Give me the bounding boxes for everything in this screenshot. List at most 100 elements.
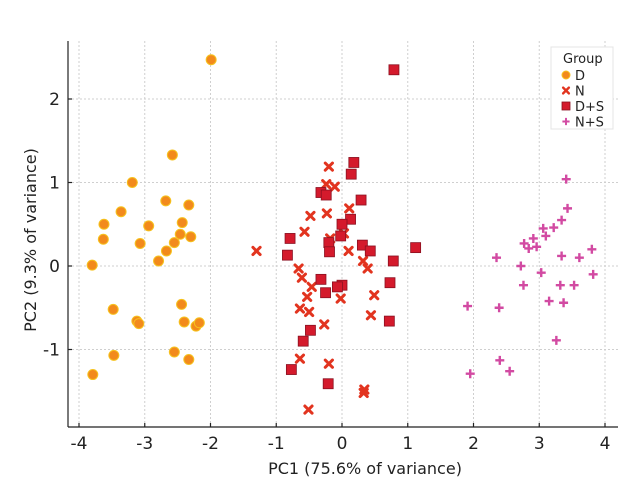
data-point	[87, 369, 99, 381]
data-point	[410, 242, 422, 254]
data-point	[494, 303, 504, 313]
data-point	[335, 293, 346, 304]
data-point	[126, 177, 138, 188]
x-tick-label: -3	[136, 434, 153, 454]
data-point	[505, 366, 515, 376]
series-n-plus-s	[463, 174, 598, 379]
x-tick-label: -4	[71, 434, 88, 454]
data-point	[299, 226, 310, 237]
y-axis-title: PC2 (9.3% of variance)	[21, 148, 40, 332]
data-point	[516, 261, 526, 271]
y-tick-label: 0	[49, 257, 60, 277]
data-point	[321, 208, 332, 219]
x-axis-title: PC1 (75.6% of variance)	[268, 459, 462, 478]
x-tick-label: 2	[468, 434, 479, 454]
data-point	[335, 230, 347, 242]
data-point	[302, 291, 313, 302]
data-point	[492, 253, 502, 263]
data-point	[383, 315, 395, 327]
data-point	[86, 259, 98, 271]
data-point	[322, 378, 334, 390]
data-point	[519, 238, 529, 248]
data-point	[518, 280, 528, 290]
data-point	[551, 335, 561, 345]
data-point	[294, 303, 306, 314]
data-point	[320, 189, 332, 201]
data-point	[305, 324, 316, 336]
x-tick-label: -2	[202, 434, 219, 454]
data-point	[388, 64, 400, 76]
data-point	[356, 239, 368, 251]
data-point	[306, 281, 317, 292]
x-tick-label: 0	[337, 434, 348, 454]
x-axis-ticks: -4 -3 -2 -1 0 1 2 3 4	[71, 423, 611, 454]
data-point	[549, 223, 559, 233]
data-point	[285, 364, 297, 375]
data-point	[559, 298, 569, 308]
x-tick-label: 4	[600, 434, 611, 454]
data-point	[528, 233, 538, 243]
data-point	[205, 54, 217, 66]
data-point	[563, 203, 573, 213]
data-point	[323, 161, 334, 172]
data-point	[319, 319, 330, 330]
data-point	[532, 242, 542, 252]
data-point	[345, 168, 357, 180]
data-point	[323, 237, 335, 249]
data-point	[284, 233, 296, 244]
legend-item: D	[561, 69, 585, 84]
data-point	[115, 206, 127, 218]
data-point	[387, 255, 399, 267]
data-point	[557, 215, 567, 225]
data-point	[538, 223, 548, 233]
data-point	[176, 298, 188, 310]
axes	[67, 41, 618, 428]
data-point	[557, 251, 567, 261]
legend: Group DND+SN+S	[550, 46, 614, 131]
data-point	[544, 296, 554, 306]
data-point	[168, 346, 180, 358]
legend-label: D+S	[575, 100, 604, 115]
data-point	[336, 218, 348, 230]
data-point	[185, 231, 197, 243]
data-point	[362, 263, 373, 274]
data-point	[183, 354, 195, 366]
data-point	[348, 157, 360, 168]
data-point	[536, 268, 546, 278]
data-point	[193, 317, 205, 329]
data-point	[97, 233, 109, 245]
data-point	[343, 245, 354, 257]
y-tick-label: 1	[49, 174, 60, 194]
legend-item: N	[561, 85, 585, 100]
data-point	[495, 355, 505, 365]
data-point	[160, 245, 172, 257]
data-point	[98, 218, 110, 230]
data-point	[369, 290, 380, 301]
series-d-plus-s	[282, 64, 422, 390]
legend-marker	[562, 117, 570, 126]
data-points	[86, 54, 598, 415]
data-point	[107, 303, 119, 315]
data-point	[303, 404, 314, 415]
data-point	[569, 280, 579, 290]
y-tick-label: 2	[49, 90, 60, 110]
data-point	[293, 263, 304, 274]
legend-items: DND+SN+S	[561, 69, 604, 131]
legend-marker	[561, 101, 571, 111]
data-point	[323, 358, 334, 369]
legend-label: D	[575, 69, 585, 84]
data-point	[168, 237, 180, 249]
data-point	[134, 237, 146, 249]
legend-item: D+S	[561, 100, 604, 115]
data-point	[355, 194, 367, 206]
data-point	[561, 174, 571, 184]
data-point	[251, 245, 262, 257]
y-tick-label: -1	[43, 341, 60, 361]
legend-marker	[561, 86, 571, 95]
data-point	[364, 245, 376, 257]
data-point	[541, 231, 551, 241]
data-point	[463, 301, 473, 311]
data-point	[587, 244, 597, 254]
data-point	[329, 181, 340, 192]
